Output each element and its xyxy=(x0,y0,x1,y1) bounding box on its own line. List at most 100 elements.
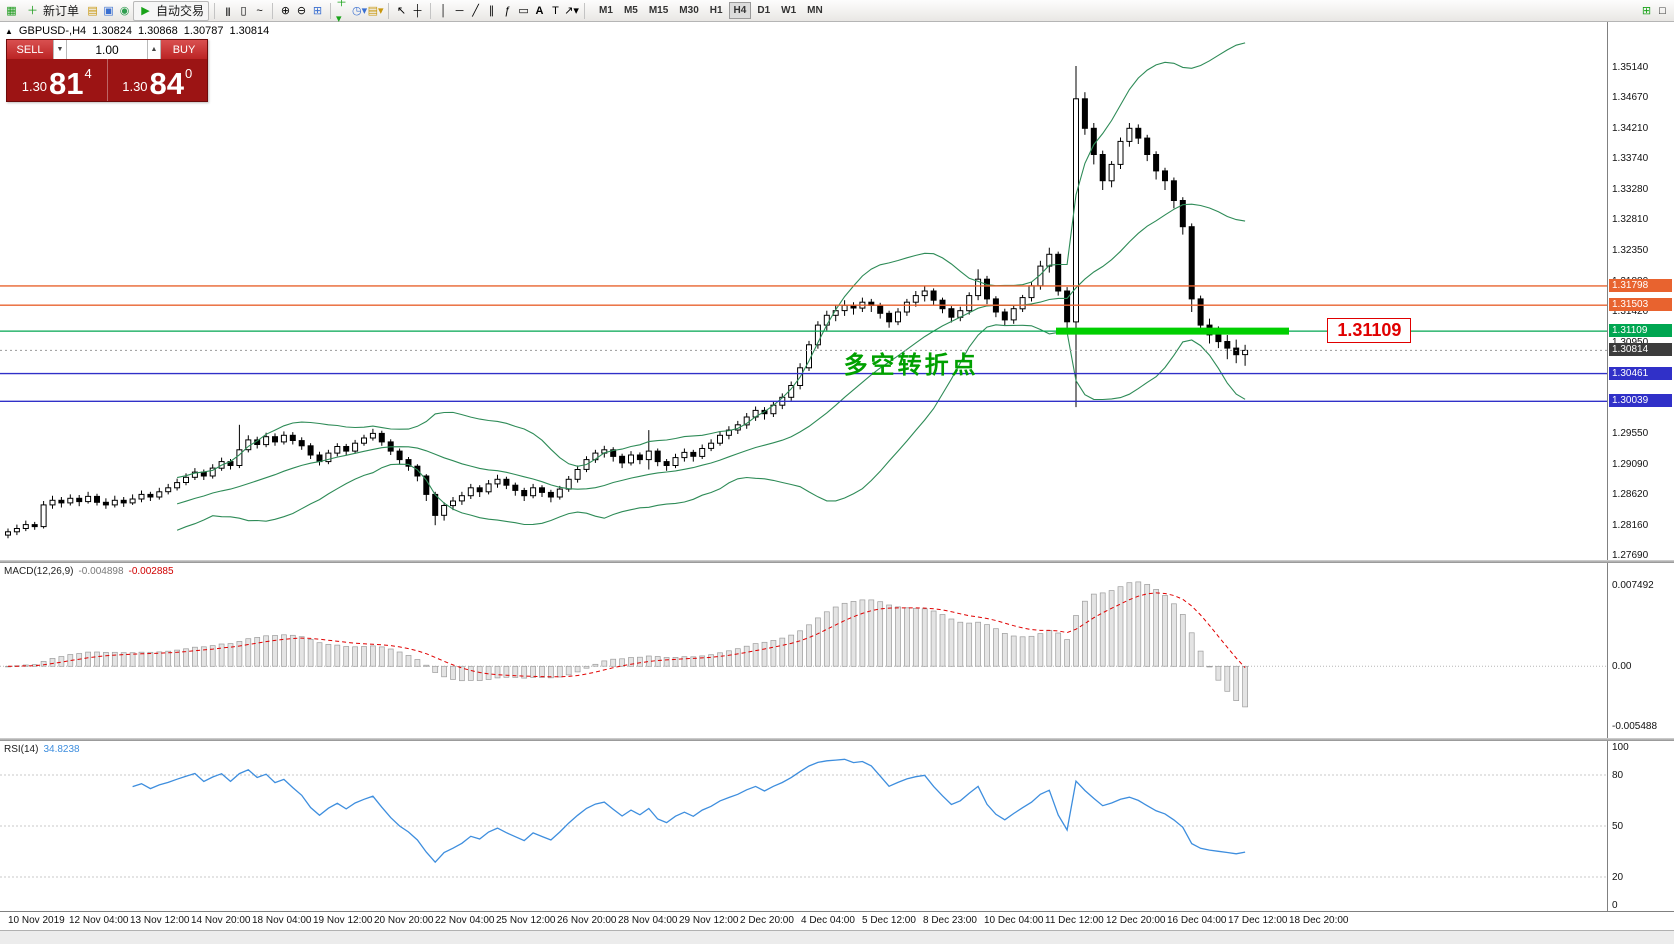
fibonacci-icon[interactable]: ƒ xyxy=(504,4,511,17)
chart-icon[interactable]: ▤ xyxy=(87,4,98,17)
buy-price-small: 1.30 xyxy=(122,79,148,94)
channel-icon[interactable]: ∥ xyxy=(488,4,495,17)
toolbar: ▦ ＋ 新订单 ▤ ▣ ◉ ▶ 自动交易 ||| ▯ ~ ⊕ ⊖ ⊞ ＋▾ ◷▾… xyxy=(0,0,1674,25)
periods-icon[interactable]: ◷▾ xyxy=(351,4,368,17)
time-axis-label: 19 Nov 12:00 xyxy=(313,915,373,926)
price-tick: 1.32810 xyxy=(1612,214,1649,226)
timeframe-H4[interactable]: H4 xyxy=(728,2,752,19)
tile-windows-icon[interactable]: ⊞ xyxy=(312,4,323,17)
time-axis-label: 10 Dec 04:00 xyxy=(984,915,1044,926)
timeframe-M5[interactable]: M5 xyxy=(619,2,643,19)
collapse-arrow-icon[interactable]: ▲ xyxy=(5,26,13,36)
horizontal-line-icon[interactable]: ─ xyxy=(455,4,464,17)
arrow-tools-icon[interactable]: ↗▾ xyxy=(564,4,579,17)
play-icon: ▶ xyxy=(141,4,150,17)
panel-separator[interactable] xyxy=(0,738,1674,741)
time-axis-label: 18 Dec 20:00 xyxy=(1289,915,1349,926)
rsi-axis-label: 0 xyxy=(1612,900,1618,911)
sell-price-button[interactable]: 1.30 81 4 xyxy=(7,59,107,101)
volume-decrease-button[interactable]: ▼ xyxy=(53,40,67,59)
price-axis[interactable]: 1.35140 1.34670 1.34210 1.33740 1.33280 1.328… xyxy=(1607,22,1674,911)
bar-chart-icon[interactable]: ||| xyxy=(225,5,231,16)
text-icon[interactable]: A xyxy=(535,4,544,17)
toolbar-separator xyxy=(330,2,332,19)
templates-icon[interactable]: ▤▾ xyxy=(367,4,384,17)
macd-value-signal: -0.002885 xyxy=(128,566,174,577)
macd-chart-svg[interactable] xyxy=(0,563,1607,738)
autotrading-button[interactable]: ▶ 自动交易 xyxy=(133,0,210,21)
timeframe-M30[interactable]: M30 xyxy=(674,2,703,19)
layout-icon[interactable]: ⊞ xyxy=(1641,4,1652,17)
zoom-in-icon[interactable]: ⊕ xyxy=(280,4,291,17)
sell-button[interactable]: SELL xyxy=(7,40,53,59)
rsi-chart-svg[interactable] xyxy=(0,741,1607,911)
one-click-trade-panel: SELL ▼ ▲ BUY 1.30 81 4 1.30 84 0 xyxy=(6,39,208,102)
time-axis-label: 14 Nov 20:00 xyxy=(191,915,251,926)
buy-button[interactable]: BUY xyxy=(161,40,207,59)
time-axis-label: 25 Nov 12:00 xyxy=(496,915,556,926)
main-chart-pane: ▲ GBPUSD-,H4 1.30824 1.30868 1.30787 1.3… xyxy=(0,22,1607,560)
timeframe-M15[interactable]: M15 xyxy=(644,2,673,19)
cursor-icon[interactable]: ↖ xyxy=(396,4,407,17)
crosshair-icon[interactable]: ┼ xyxy=(413,4,422,17)
indicators-add-icon[interactable]: ＋▾ xyxy=(336,0,348,25)
trendline-icon[interactable]: ╱ xyxy=(472,4,479,17)
rsi-axis-label: 80 xyxy=(1612,770,1624,781)
macd-value-main: -0.004898 xyxy=(78,566,124,577)
price-tick: 1.35140 xyxy=(1612,61,1649,73)
app-icon: ▦ xyxy=(6,4,17,17)
buy-price-big: 84 xyxy=(149,65,185,101)
toolbar-separator xyxy=(214,2,216,19)
time-axis-label: 26 Nov 20:00 xyxy=(557,915,617,926)
price-tick: 1.27690 xyxy=(1612,550,1649,562)
toolbar-separator xyxy=(584,2,586,19)
rsi-axis-label: 20 xyxy=(1612,872,1624,883)
time-axis-label: 10 Nov 2019 xyxy=(8,915,65,926)
metaeditor-icon[interactable]: ▣ xyxy=(103,4,114,17)
price-tick: 1.32350 xyxy=(1612,244,1649,256)
timeframe-MN[interactable]: MN xyxy=(802,2,828,19)
zoom-out-icon[interactable]: ⊖ xyxy=(296,4,307,17)
ohlc-high: 1.30868 xyxy=(137,25,178,37)
time-axis-label: 8 Dec 23:00 xyxy=(923,915,977,926)
level-price-label[interactable]: 1.31109 xyxy=(1327,318,1412,344)
timeframe-D1[interactable]: D1 xyxy=(752,2,775,19)
volume-increase-button[interactable]: ▲ xyxy=(147,40,161,59)
timeframe-M1[interactable]: M1 xyxy=(594,2,618,19)
text-label-icon[interactable]: T xyxy=(552,4,559,17)
price-tick: 1.34670 xyxy=(1612,92,1649,104)
new-order-label: 新订单 xyxy=(43,4,80,18)
rsi-pane xyxy=(0,741,1607,911)
candlestick-chart-icon[interactable]: ▯ xyxy=(240,4,247,17)
price-badge: 1.31503 xyxy=(1609,298,1672,312)
toolbar-separator xyxy=(272,2,274,19)
time-axis[interactable]: 10 Nov 2019 12 Nov 04:00 13 Nov 12:00 14 No… xyxy=(0,911,1674,930)
macd-pane xyxy=(0,563,1607,738)
new-order-button[interactable]: ＋ 新订单 xyxy=(20,1,84,21)
sound-icon[interactable]: ◉ xyxy=(119,4,130,17)
macd-axis-label: 0.00 xyxy=(1612,661,1632,673)
timeframe-W1[interactable]: W1 xyxy=(776,2,801,19)
price-tick: 1.33740 xyxy=(1612,153,1649,165)
panel-separator[interactable] xyxy=(0,560,1674,563)
timeframe-buttons: M1 M5 M15 M30 H1 H4 D1 W1 MN xyxy=(594,2,828,19)
time-axis-label: 5 Dec 12:00 xyxy=(862,915,916,926)
vertical-line-icon[interactable]: │ xyxy=(440,4,447,17)
timeframe-H1[interactable]: H1 xyxy=(705,2,728,19)
toolbar-separator xyxy=(430,2,432,19)
autotrading-label: 自动交易 xyxy=(156,4,205,18)
ohlc-open: 1.30824 xyxy=(92,25,132,37)
fullscreen-icon[interactable]: □ xyxy=(1659,4,1666,17)
time-axis-label: 13 Nov 12:00 xyxy=(130,915,190,926)
sell-price-small: 1.30 xyxy=(21,79,48,94)
turning-point-annotation[interactable]: 多空转折点 xyxy=(843,351,979,379)
rsi-axis-label: 50 xyxy=(1612,821,1624,832)
main-chart-svg[interactable] xyxy=(0,22,1607,560)
shapes-icon[interactable]: ▭ xyxy=(518,4,529,17)
volume-input[interactable] xyxy=(67,40,147,59)
time-axis-label: 4 Dec 04:00 xyxy=(801,915,855,926)
price-badge: 1.30461 xyxy=(1609,366,1672,380)
line-chart-icon[interactable]: ~ xyxy=(256,4,263,17)
buy-price-button[interactable]: 1.30 84 0 xyxy=(106,59,208,101)
symbol-period: GBPUSD-,H4 xyxy=(18,25,87,37)
